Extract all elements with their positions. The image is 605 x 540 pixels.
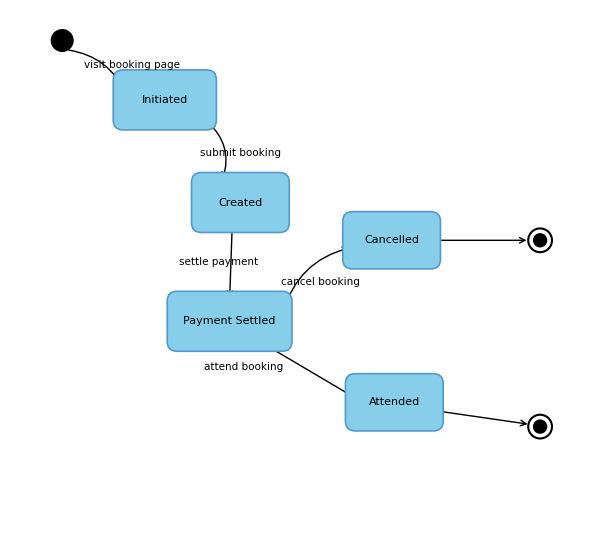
Text: Cancelled: Cancelled	[364, 235, 419, 245]
Text: Attended: Attended	[368, 397, 420, 407]
Text: attend booking: attend booking	[204, 362, 284, 372]
FancyBboxPatch shape	[345, 374, 443, 431]
FancyBboxPatch shape	[192, 173, 289, 232]
Circle shape	[534, 234, 546, 247]
FancyBboxPatch shape	[113, 70, 217, 130]
FancyBboxPatch shape	[167, 292, 292, 351]
Text: visit booking page: visit booking page	[84, 60, 180, 70]
Circle shape	[528, 228, 552, 252]
FancyBboxPatch shape	[342, 212, 440, 269]
Text: Created: Created	[218, 198, 263, 207]
Text: Payment Settled: Payment Settled	[183, 316, 276, 326]
Text: submit booking: submit booking	[200, 148, 281, 158]
Text: Initiated: Initiated	[142, 95, 188, 105]
Circle shape	[51, 30, 73, 51]
Circle shape	[528, 415, 552, 438]
Circle shape	[534, 420, 546, 433]
Text: cancel booking: cancel booking	[281, 277, 360, 287]
Text: settle payment: settle payment	[179, 257, 258, 267]
